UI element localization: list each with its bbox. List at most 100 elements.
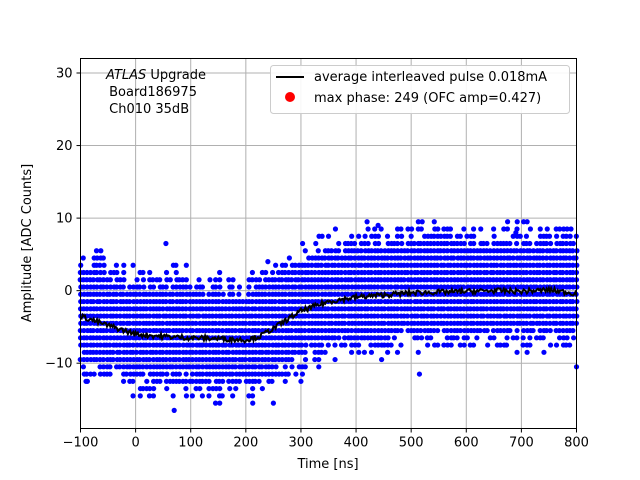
sample-point	[150, 284, 157, 290]
sample-point	[385, 255, 391, 261]
legend-label-average: average interleaved pulse 0.018mA	[314, 70, 547, 85]
sample-point	[292, 349, 298, 355]
sample-point	[470, 320, 477, 326]
sample-point	[183, 327, 189, 334]
sample-point	[467, 269, 473, 276]
sample-point	[494, 255, 500, 261]
sample-point	[556, 327, 563, 334]
sample-point	[444, 327, 450, 334]
sample-point	[458, 320, 464, 326]
x-tick-label: 0	[131, 436, 139, 451]
sample-point	[550, 291, 556, 297]
sample-point	[315, 291, 321, 297]
sample-point	[147, 342, 153, 348]
sample-point	[474, 313, 480, 319]
sample-point	[513, 262, 520, 268]
sample-point	[319, 342, 325, 348]
sample-point	[398, 327, 404, 334]
sample-point	[319, 335, 325, 341]
sample-point	[242, 356, 248, 363]
sample-point	[434, 284, 440, 290]
sample-point	[567, 255, 573, 261]
sample-point	[517, 233, 523, 239]
sample-point	[438, 255, 444, 261]
sample-point	[316, 356, 322, 363]
sample-point	[560, 284, 566, 290]
sample-point	[223, 371, 229, 377]
sample-point	[246, 327, 252, 334]
sample-point	[356, 349, 362, 355]
sample-point	[80, 364, 86, 370]
sample-point	[379, 356, 385, 363]
sample-point	[491, 233, 497, 239]
sample-point	[537, 327, 543, 334]
sample-point	[474, 335, 480, 341]
sample-point	[120, 284, 126, 290]
sample-point	[167, 277, 173, 283]
sample-point	[107, 277, 113, 283]
sample-point	[196, 364, 202, 370]
sample-point	[263, 320, 269, 326]
sample-point	[272, 335, 278, 341]
sample-point	[322, 349, 328, 355]
sample-point	[388, 277, 394, 283]
sample-point	[84, 306, 90, 312]
sample-point	[514, 240, 520, 247]
sample-point	[250, 400, 256, 406]
x-tick-label: −100	[63, 436, 99, 451]
sample-point	[292, 342, 298, 348]
sample-point	[510, 284, 517, 290]
sample-point	[510, 313, 517, 319]
sample-point	[514, 248, 520, 254]
sample-point	[553, 269, 559, 276]
sample-point	[302, 320, 308, 326]
sample-point	[315, 298, 321, 305]
sample-point	[543, 327, 550, 334]
sample-point	[249, 313, 255, 319]
sample-point	[273, 262, 279, 268]
sample-point	[322, 320, 328, 326]
sample-point	[117, 356, 123, 363]
x-tick-label: 700	[509, 436, 534, 451]
sample-point	[435, 342, 441, 348]
sample-point	[570, 298, 576, 305]
sample-point	[147, 269, 153, 276]
sample-point	[345, 327, 351, 334]
sample-point	[547, 240, 554, 247]
sample-point	[87, 320, 94, 326]
sample-point	[200, 364, 206, 370]
sample-point	[170, 298, 176, 305]
sample-point	[521, 248, 527, 254]
sample-point	[193, 349, 199, 355]
sample-point	[501, 226, 507, 232]
sample-point	[521, 306, 527, 312]
sample-point	[444, 240, 450, 247]
sample-point	[114, 284, 120, 290]
sample-point	[404, 248, 411, 254]
sample-point	[348, 349, 355, 355]
sample-point	[513, 230, 519, 236]
sample-point	[200, 356, 206, 363]
sample-point	[497, 342, 503, 348]
sample-point	[144, 364, 150, 370]
sample-point	[173, 262, 179, 268]
sample-point	[163, 269, 170, 276]
sample-point	[537, 269, 543, 276]
annotation-block: ATLAS Upgrade Board186975 Ch010 35dB	[105, 68, 206, 117]
sample-point	[547, 269, 553, 276]
sample-point	[163, 298, 169, 305]
sample-point	[100, 364, 107, 370]
sample-point	[454, 240, 460, 247]
sample-point	[246, 284, 252, 290]
sample-point	[547, 327, 553, 334]
sample-point	[137, 284, 143, 290]
sample-point	[424, 320, 431, 326]
sample-point	[229, 371, 235, 377]
sample-point	[554, 262, 560, 268]
sample-point	[299, 371, 306, 377]
sample-point	[335, 291, 341, 297]
average-pulse-path	[80, 284, 578, 346]
sample-point	[293, 371, 299, 377]
legend-box	[270, 65, 570, 114]
